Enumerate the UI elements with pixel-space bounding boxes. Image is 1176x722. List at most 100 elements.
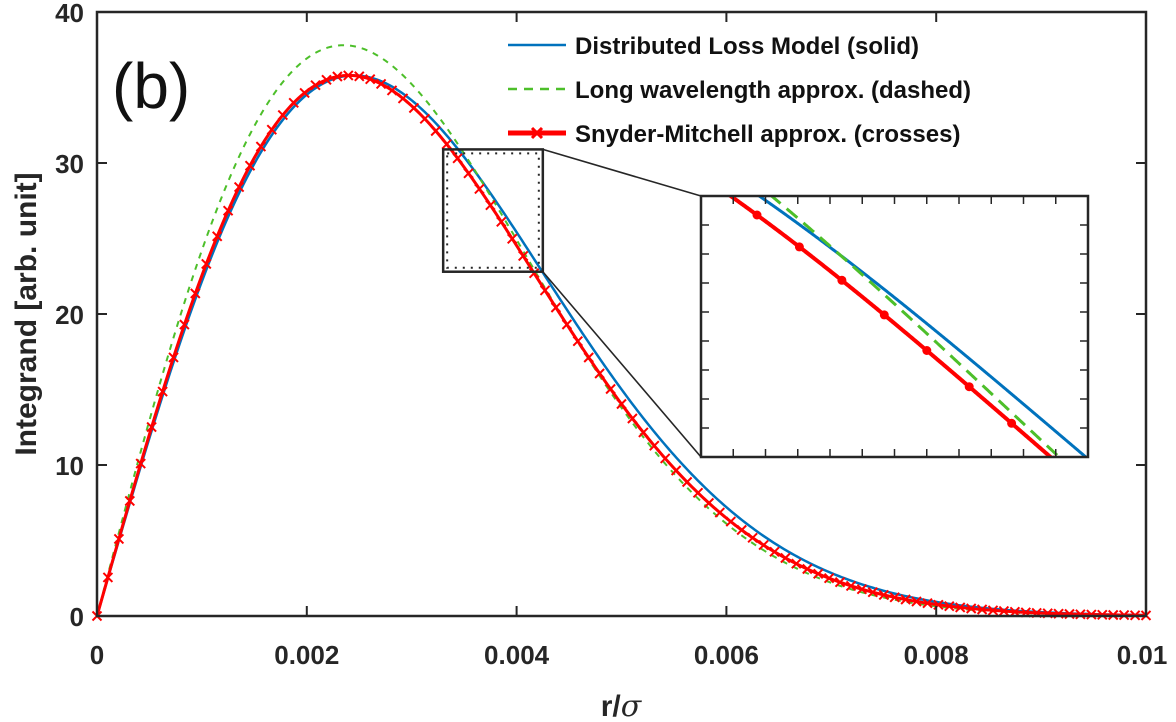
data-marker-cross: [397, 93, 409, 104]
data-marker-cross: [572, 335, 584, 347]
data-marker-cross: [332, 71, 343, 82]
data-marker-cross: [616, 398, 627, 410]
data-marker-cross: [321, 74, 332, 86]
data-marker-cross: [528, 267, 540, 279]
data-marker-cross: [692, 487, 704, 499]
x-tick-label: 0.002: [274, 640, 339, 670]
x-tick-label: 0.008: [904, 640, 969, 670]
inset-data-marker: [1007, 418, 1017, 428]
inset-data-marker: [922, 346, 932, 355]
y-tick-label: 30: [55, 149, 84, 179]
data-marker-cross: [823, 572, 835, 584]
inset-series-snyder-mitchell: [727, 196, 1054, 457]
legend-marker-cross: [530, 126, 544, 140]
legend: Distributed Loss Model (solid) Long wave…: [508, 33, 971, 148]
data-marker-cross: [965, 603, 977, 614]
inset-data-marker: [837, 275, 847, 285]
data-marker-cross: [124, 495, 136, 507]
data-marker-cross: [998, 605, 1010, 617]
x-tick-label: 0: [90, 640, 104, 670]
y-tick-label: 10: [55, 451, 84, 481]
inset-frame: [699, 194, 1090, 459]
data-marker-cross: [758, 539, 769, 551]
data-marker-cross: [594, 368, 605, 379]
data-marker-cross: [474, 183, 485, 195]
x-axis-title-text: r/: [601, 690, 622, 722]
inset-tick-layer: [701, 196, 1088, 457]
data-marker-cross: [452, 153, 463, 164]
data-marker-cross: [583, 352, 594, 363]
inset-data-marker: [879, 310, 889, 320]
data-marker-cross: [255, 141, 267, 152]
data-marker-cross: [812, 568, 824, 580]
data-marker-cross: [430, 125, 441, 137]
inset-data-marker: [794, 242, 804, 252]
data-marker-cross: [878, 589, 890, 601]
data-marker-cross: [736, 524, 747, 536]
data-marker-cross: [670, 465, 682, 476]
data-marker-cross: [222, 205, 234, 216]
legend-label: Snyder-Mitchell approx. (crosses): [575, 121, 960, 148]
inset-data-marker: [964, 382, 974, 392]
data-marker-cross: [681, 476, 693, 488]
data-marker-cross: [354, 71, 365, 82]
data-marker-cross: [463, 168, 474, 179]
data-marker-cross: [539, 285, 551, 296]
data-marker-cross: [113, 533, 125, 545]
data-marker-cross: [954, 602, 966, 613]
data-marker-cross: [157, 386, 168, 397]
data-marker-cross: [506, 233, 518, 245]
data-marker-cross: [747, 532, 758, 544]
data-marker-cross: [146, 421, 157, 433]
zoom-connector-top: [542, 148, 702, 197]
y-tick-label: 0: [70, 602, 84, 632]
legend-label: Long wavelength approx. (dashed): [575, 77, 971, 104]
y-tick-label: 20: [55, 300, 84, 330]
tick-layer: [96, 11, 1147, 617]
data-marker-cross: [517, 250, 529, 262]
data-marker-cross: [856, 583, 868, 595]
data-marker-cross: [911, 596, 922, 607]
x-tick-label: 0.01: [1117, 640, 1168, 670]
inset-series-long-wavelength: [769, 196, 1062, 457]
data-marker-cross: [561, 319, 573, 330]
data-marker-cross: [168, 352, 179, 363]
data-marker-cross: [135, 458, 146, 469]
data-marker-cross: [703, 497, 715, 509]
data-marker-cross: [627, 413, 638, 424]
data-marker-cross: [386, 85, 398, 96]
series-distributed-loss: [95, 74, 1147, 617]
y-axis-title: Integrand [arb. unit]: [10, 172, 43, 455]
y-tick-label: 40: [55, 0, 84, 28]
data-marker-cross: [944, 600, 955, 612]
data-marker-cross: [179, 319, 190, 330]
data-marker-cross: [277, 109, 289, 121]
data-marker-cross: [845, 580, 857, 592]
data-marker-cross: [659, 453, 671, 464]
data-marker-cross: [102, 572, 114, 583]
data-marker-cross: [288, 97, 299, 109]
data-marker-cross: [364, 73, 376, 85]
data-marker-cross: [976, 604, 988, 615]
data-marker-cross: [441, 138, 452, 150]
inset-background: [701, 196, 1088, 457]
data-marker-cross: [714, 507, 726, 518]
x-tick-label: 0.004: [484, 640, 550, 670]
data-marker-cross: [485, 199, 496, 211]
data-marker-cross: [299, 87, 310, 99]
data-marker-cross: [769, 546, 780, 558]
x-tick-label: 0.006: [694, 640, 759, 670]
data-marker-cross: [605, 383, 616, 395]
legend-label: Distributed Loss Model (solid): [575, 33, 919, 60]
data-marker-cross: [922, 597, 933, 609]
zoom-connector-bottom: [542, 271, 702, 458]
data-marker-cross: [1086, 609, 1097, 620]
data-marker-cross: [496, 216, 507, 228]
data-marker-cross: [802, 563, 813, 575]
data-marker-cross: [649, 440, 660, 451]
data-marker-cross: [987, 605, 999, 616]
data-marker-cross: [244, 160, 256, 171]
zoom-source-box: [441, 148, 545, 273]
data-marker-cross: [780, 552, 791, 564]
